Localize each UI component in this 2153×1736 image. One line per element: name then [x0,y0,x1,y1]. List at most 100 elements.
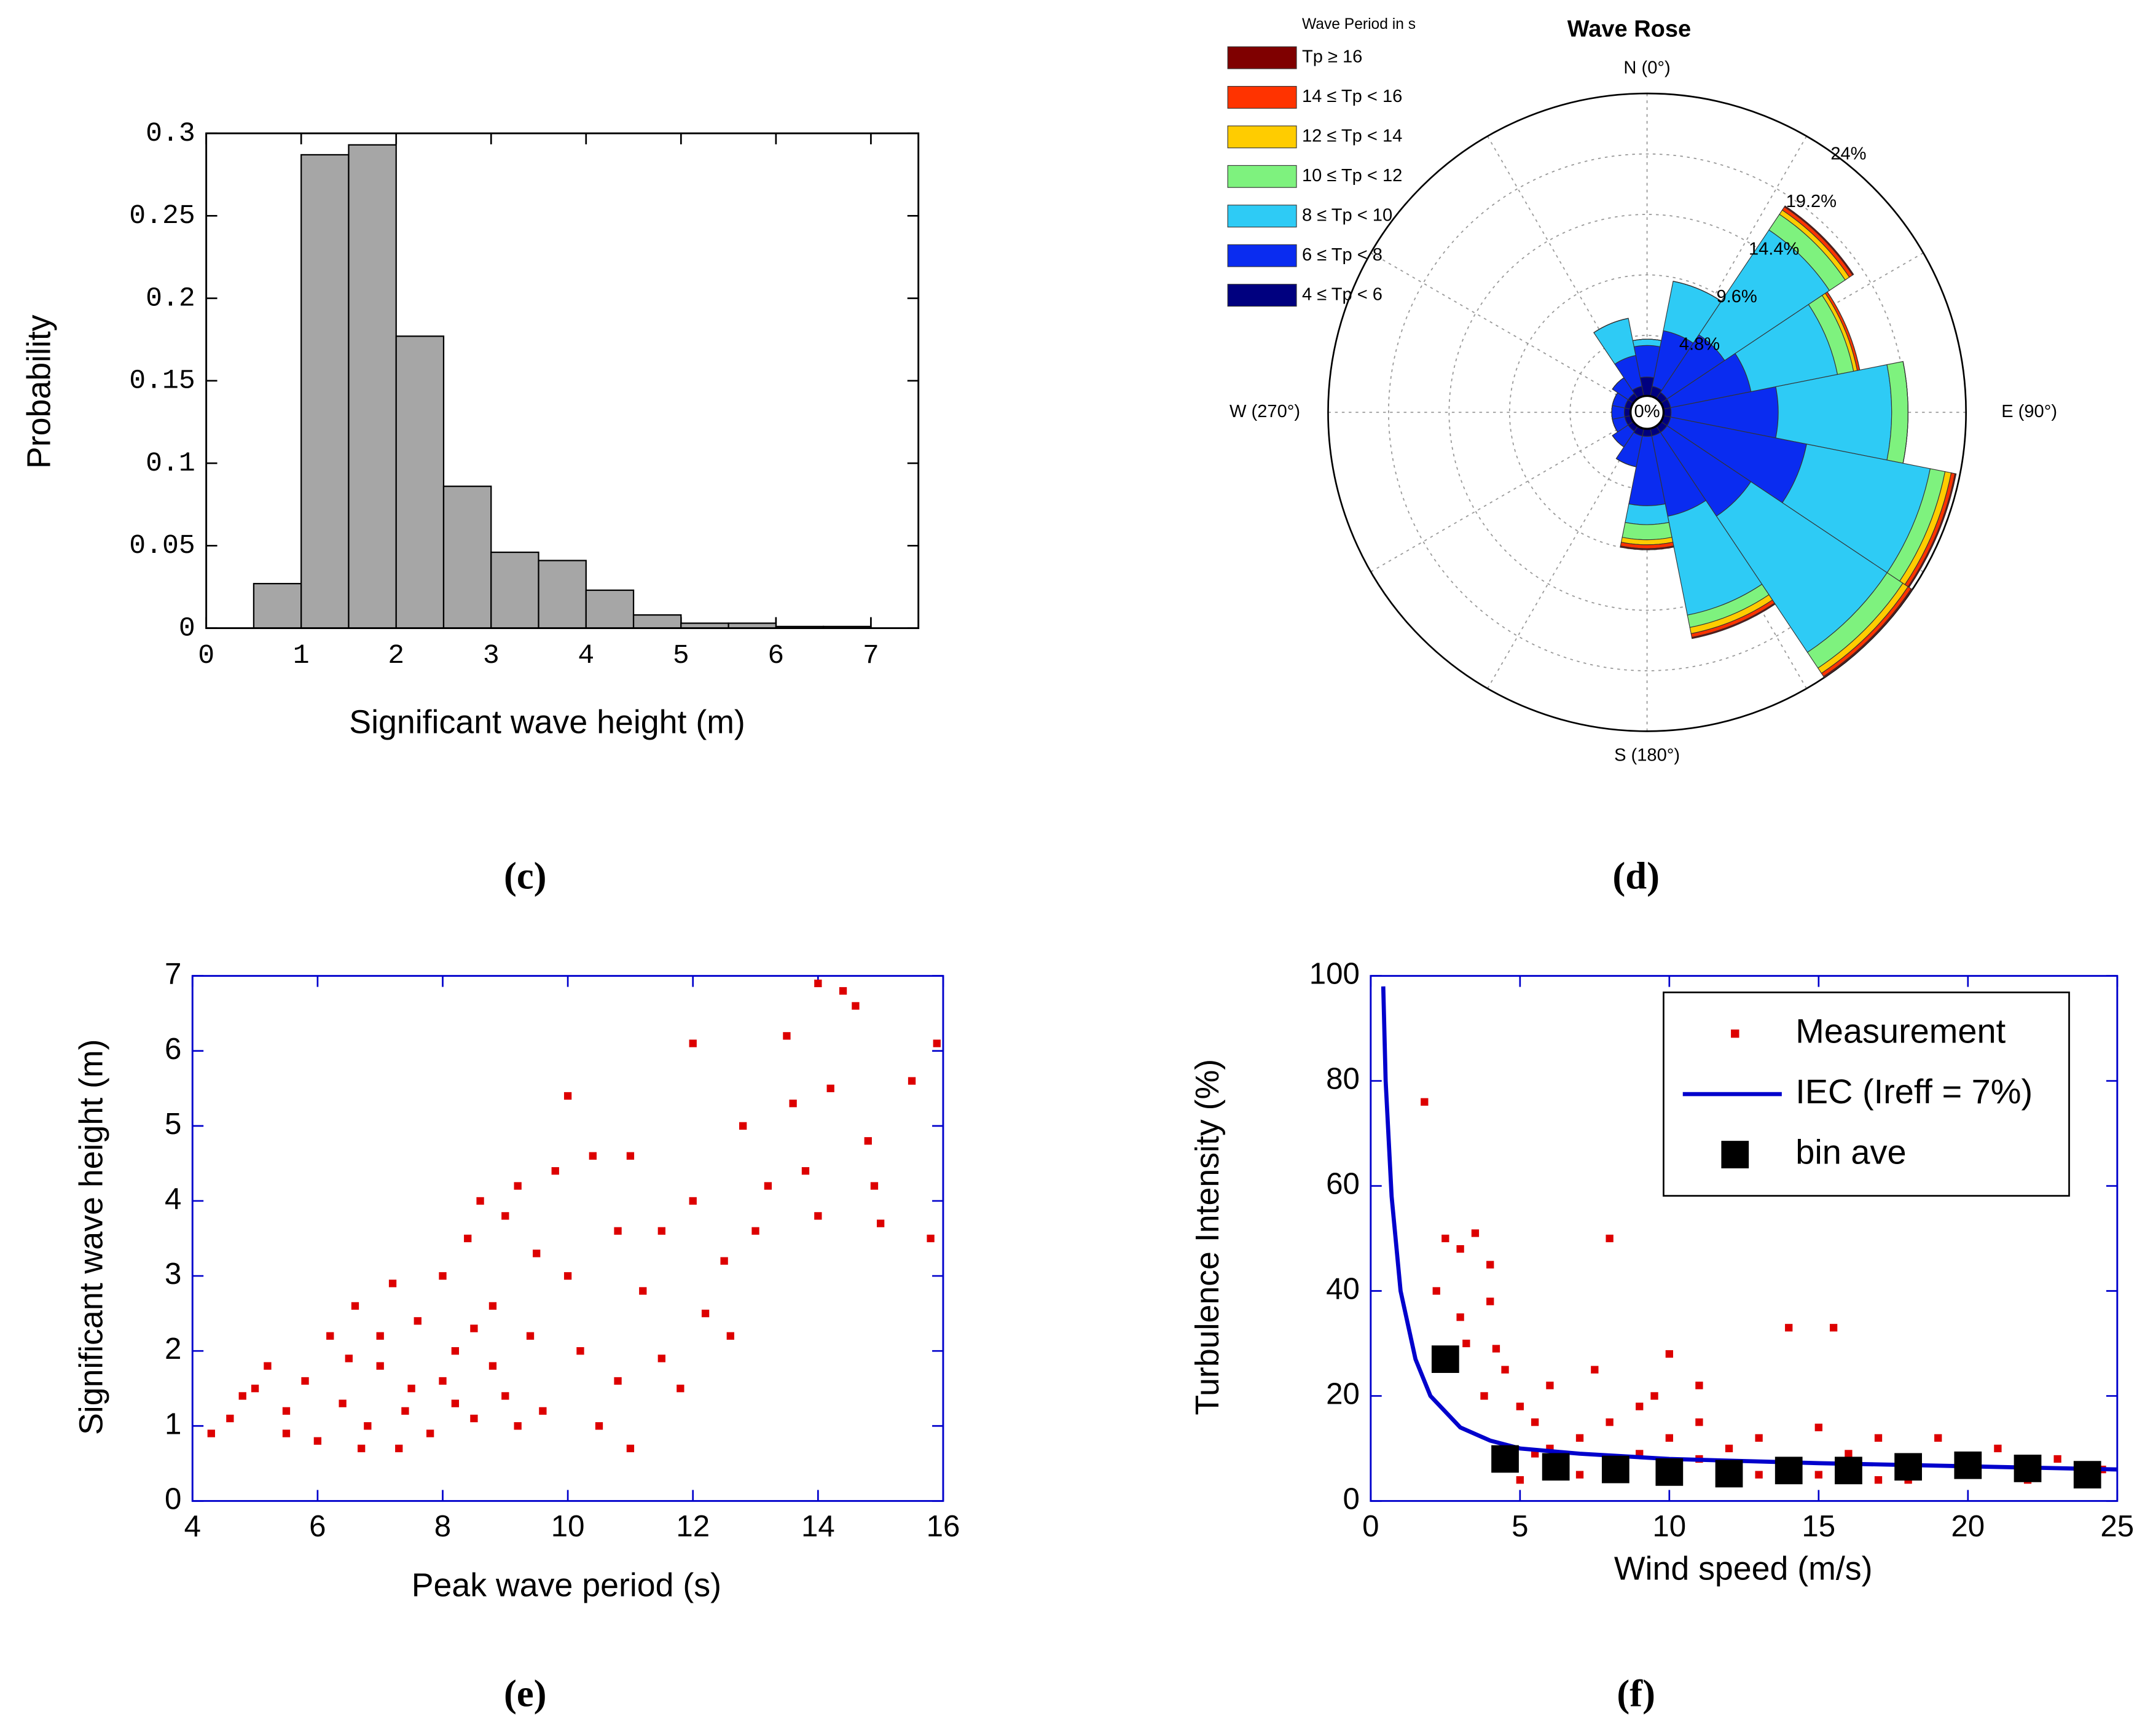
legend-swatch [1227,244,1297,267]
panel-caption: (d) [1612,854,1660,897]
bin-average [2073,1461,2101,1489]
spoke [1370,412,1648,573]
point [2053,1455,2061,1463]
point [1725,1444,1733,1453]
plot-area [1381,986,2117,1489]
point [933,1039,941,1047]
legend-marker [1721,1141,1749,1168]
x-tick-label: 3 [483,641,500,671]
y-tick-label: 2 [165,1332,181,1366]
point [1814,1423,1822,1431]
bin-average [2014,1455,2042,1482]
point [488,1302,497,1310]
point [626,1152,635,1160]
rose-segment [1823,588,1913,678]
point [388,1280,397,1288]
legend-swatch [1227,165,1297,188]
point [1665,1434,1673,1442]
y-axis-label: Significant wave height (m) [73,1039,109,1436]
point [407,1385,415,1393]
y-tick-label: 0 [165,1482,181,1515]
x-tick-label: 1 [293,641,310,671]
point [1636,1402,1644,1410]
x-tick-label: 15 [1802,1509,1835,1543]
x-axis-label: Significant wave height (m) [349,703,745,740]
ring-label: 9.6% [1716,287,1757,307]
bar [490,551,539,629]
rose-segment [1620,545,1674,550]
x-tick-label: 10 [551,1509,585,1543]
point [1575,1434,1584,1442]
point [476,1197,484,1205]
point [689,1197,697,1205]
spoke [1646,136,1807,413]
bin-average [1655,1458,1684,1486]
plot-frame [205,132,920,630]
point [657,1227,665,1235]
point [526,1332,535,1340]
rose-segment [1784,205,1854,276]
x-tick-label: 10 [1652,1509,1686,1543]
point [1516,1476,1524,1484]
point [226,1414,234,1423]
legend-label: 12 ≤ Tp < 14 [1302,127,1402,146]
point [852,1002,860,1010]
point [401,1407,409,1415]
legend-title: Wave Period in s [1302,16,1416,33]
y-tick-label: 7 [165,957,181,991]
legend-label: IEC (Ireff = 7%) [1795,1072,2033,1111]
x-tick-label: 6 [767,641,784,671]
point [464,1234,472,1243]
point [595,1422,603,1430]
point [1492,1345,1500,1353]
y-tick-label: 0 [1343,1482,1360,1515]
point [1829,1324,1838,1332]
legend-marker [1731,1029,1739,1038]
point [1421,1098,1429,1106]
ring [1327,92,1967,732]
direction-label: W (270°) [1229,402,1300,421]
point [439,1377,447,1385]
bar [442,485,492,629]
point [1501,1366,1509,1374]
point [1575,1471,1584,1479]
point [789,1100,797,1108]
y-tick-label: 100 [1309,957,1360,991]
bin-average [1491,1445,1519,1473]
x-tick-label: 6 [309,1509,326,1543]
point [1432,1287,1440,1295]
point [501,1392,509,1400]
point [376,1362,384,1370]
direction-label: N (0°) [1623,58,1670,78]
point [1695,1418,1703,1426]
direction-label: E (90°) [2001,402,2057,421]
legend-label: 10 ≤ Tp < 12 [1302,166,1402,186]
point [1546,1382,1554,1390]
point [533,1249,541,1257]
point [826,1084,834,1092]
point [1462,1339,1470,1348]
point [414,1317,422,1325]
point [639,1287,647,1295]
point [1665,1350,1673,1358]
point [783,1032,791,1040]
point [395,1444,403,1453]
x-axis-label: Wind speed (m/s) [1614,1550,1873,1587]
y-axis-label: Probability [20,315,57,469]
y-tick-label: 0 [179,613,195,644]
point [1486,1261,1494,1269]
y-tick-label: 5 [165,1107,181,1141]
point [1471,1229,1480,1237]
legend-label: 4 ≤ Tp < 6 [1302,284,1382,304]
point [470,1324,478,1332]
point [251,1385,259,1393]
panel-caption: (e) [504,1672,547,1715]
point [514,1422,522,1430]
point [339,1399,347,1407]
point [539,1407,547,1415]
bar [300,154,350,629]
x-tick-label: 16 [927,1509,960,1543]
point [720,1257,728,1265]
rose-segment [1612,435,1625,448]
